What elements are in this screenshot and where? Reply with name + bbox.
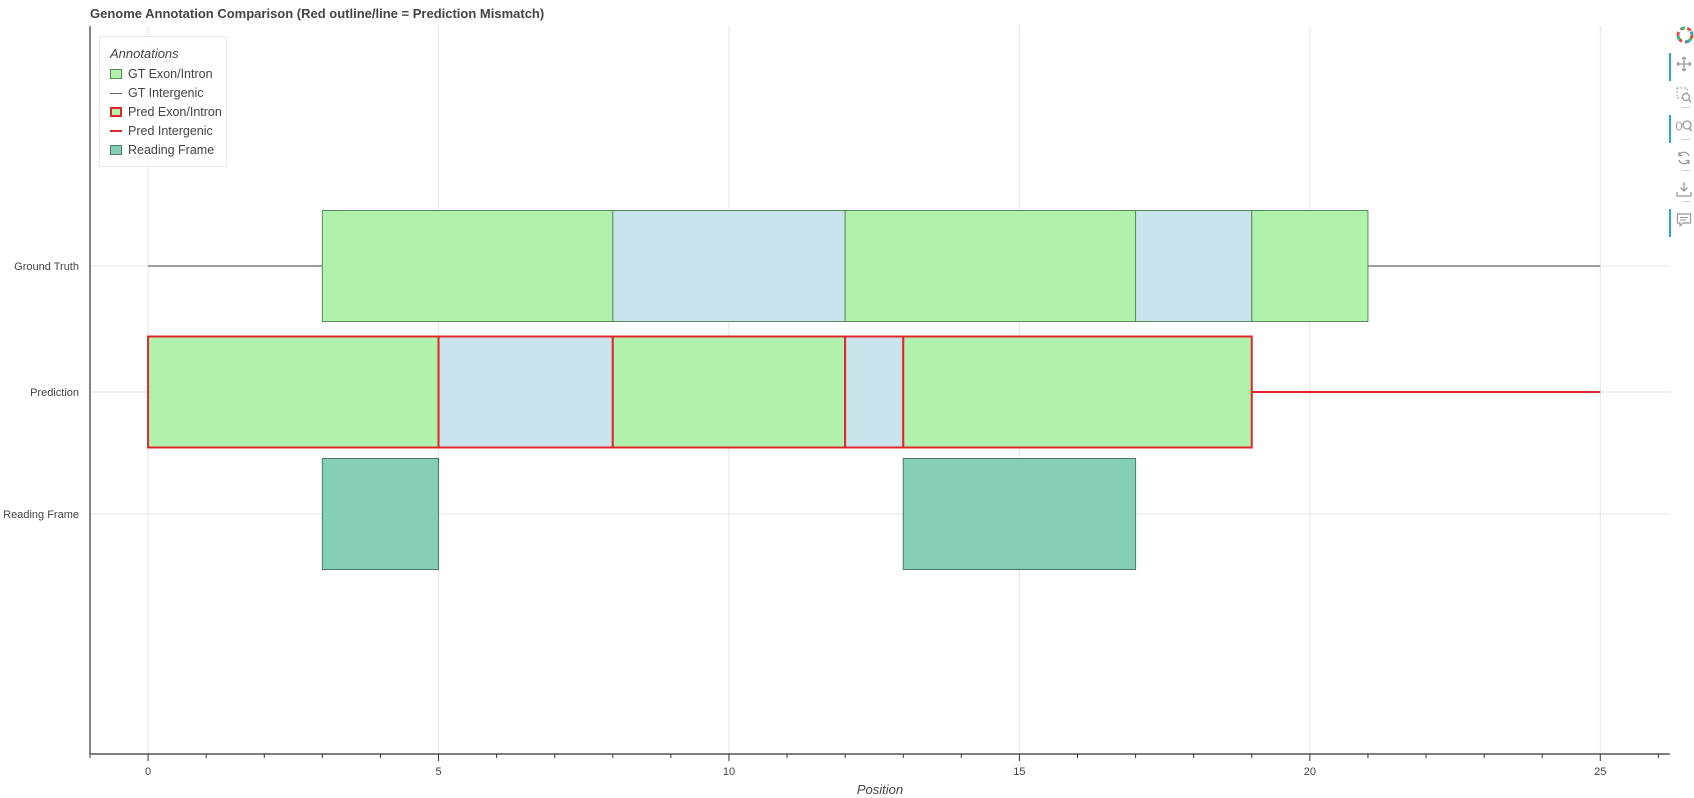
hover-tool-button[interactable] (1668, 208, 1694, 237)
exon-segment (844, 210, 1137, 322)
box-zoom-tool-button[interactable] (1668, 83, 1694, 109)
exon-segment (902, 335, 1253, 449)
y-tick-label: Prediction (30, 387, 79, 399)
exon-segment (147, 335, 440, 449)
frame-segment (321, 458, 440, 570)
toolbar-separator (1682, 139, 1690, 140)
x-tick-label: 20 (1304, 766, 1316, 778)
exon-segment (611, 335, 847, 449)
toolbar-separator (1682, 170, 1690, 171)
legend[interactable]: Annotations GT Exon/Intron GT Intergenic P… (99, 36, 227, 167)
legend-line-swatch (110, 92, 122, 94)
legend-label: Pred Intergenic (128, 124, 213, 138)
intron-segment (437, 335, 614, 449)
bokeh-logo-button[interactable] (1668, 22, 1694, 48)
intron-segment (612, 210, 846, 322)
legend-box-swatch (110, 145, 122, 155)
legend-item[interactable]: Pred Exon/Intron (110, 103, 222, 121)
save-tool-button[interactable] (1668, 177, 1694, 203)
wheel-zoom-tool-button[interactable] (1668, 114, 1694, 143)
chart-title: Genome Annotation Comparison (Red outlin… (90, 6, 545, 21)
legend-label: Pred Exon/Intron (128, 105, 222, 119)
toolbar-separator (1682, 107, 1690, 108)
legend-label: GT Intergenic (128, 86, 204, 100)
x-tick-label: 5 (435, 766, 441, 778)
pan-tool-button[interactable] (1668, 52, 1694, 81)
x-axis-title: Position (857, 782, 903, 797)
intron-segment (1135, 210, 1253, 322)
legend-item[interactable]: GT Intergenic (110, 84, 204, 102)
legend-label: Reading Frame (128, 143, 215, 157)
y-tick-label: Reading Frame (3, 509, 79, 521)
x-tick-label: 0 (145, 766, 151, 778)
frame-segment (902, 458, 1137, 570)
legend-label: GT Exon/Intron (128, 67, 213, 81)
toolbar-separator (1682, 201, 1690, 202)
toolbar (1668, 22, 1694, 242)
legend-item[interactable]: Reading Frame (110, 141, 214, 159)
legend-item[interactable]: GT Exon/Intron (110, 65, 213, 83)
reset-tool-button[interactable] (1668, 146, 1694, 172)
data-layer (147, 210, 1601, 570)
exon-segment (1251, 210, 1369, 322)
legend-title: Annotations (110, 46, 179, 61)
legend-line-swatch (110, 130, 122, 132)
intron-segment (844, 335, 905, 449)
legend-box-swatch (110, 107, 122, 117)
legend-item[interactable]: Pred Intergenic (110, 122, 213, 140)
exon-segment (321, 210, 614, 322)
x-tick-label: 25 (1594, 766, 1606, 778)
axis-layer: 0 5 10 15 20 25 Ground Truth Prediction Reading … (3, 26, 1670, 778)
y-tick-label: Ground Truth (14, 261, 79, 273)
legend-box-swatch (110, 69, 122, 79)
x-tick-label: 15 (1013, 766, 1025, 778)
x-tick-label: 10 (723, 766, 735, 778)
